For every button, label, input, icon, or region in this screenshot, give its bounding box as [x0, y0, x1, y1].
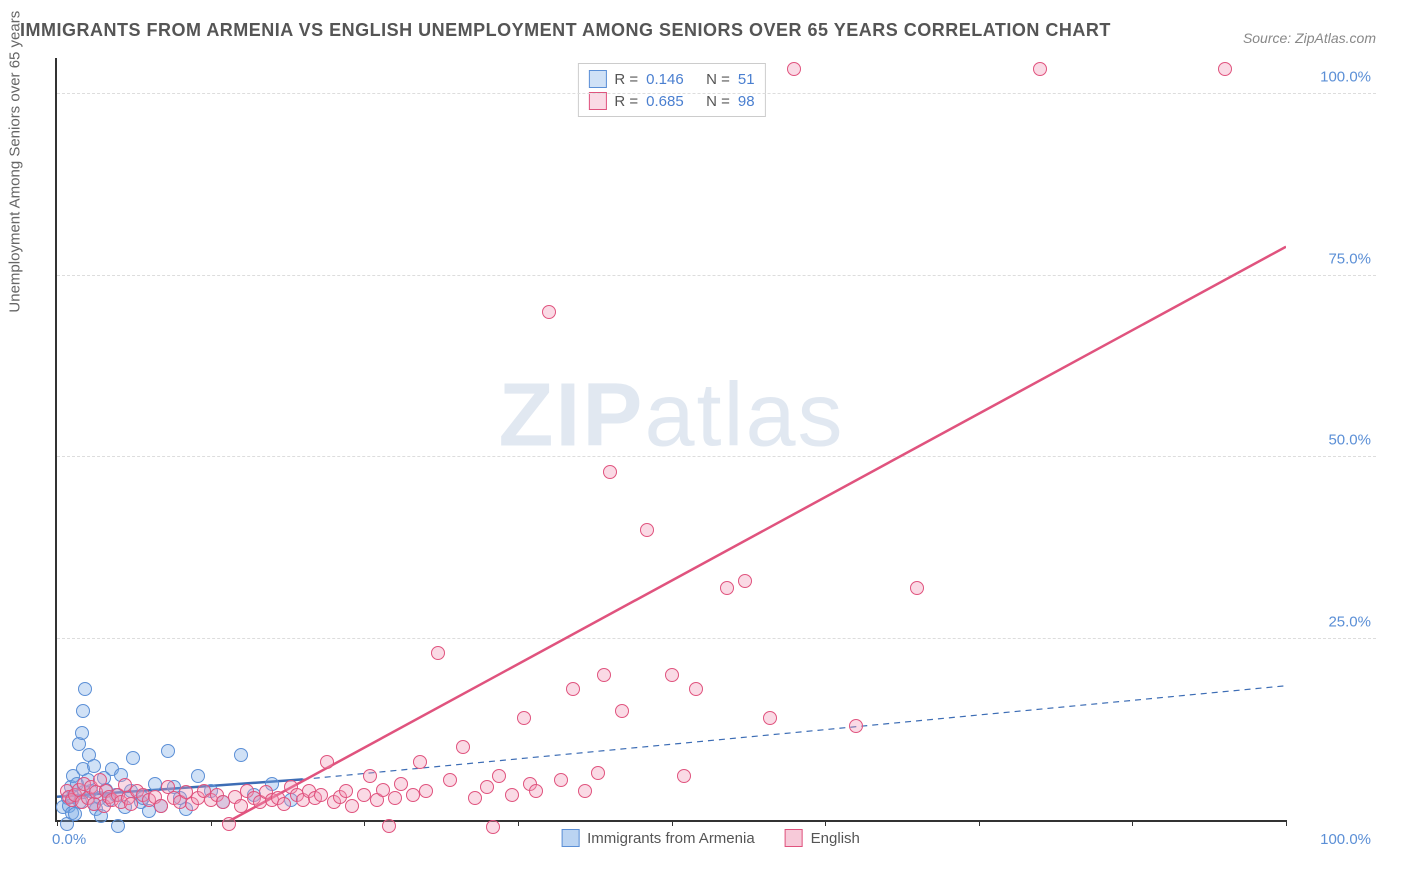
data-point	[566, 682, 580, 696]
data-point	[720, 581, 734, 595]
data-point	[75, 726, 89, 740]
y-tick-label: 50.0%	[1328, 432, 1371, 449]
data-point	[1218, 62, 1232, 76]
data-point	[677, 769, 691, 783]
data-point	[665, 668, 679, 682]
legend-label: Immigrants from Armenia	[587, 830, 755, 847]
x-tick	[518, 820, 519, 826]
data-point	[339, 784, 353, 798]
data-point	[345, 799, 359, 813]
legend-r-value: 0.146	[646, 71, 698, 88]
legend-item: Immigrants from Armenia	[561, 829, 755, 847]
legend-swatch	[588, 70, 606, 88]
data-point	[578, 784, 592, 798]
data-point	[849, 719, 863, 733]
trend-lines	[57, 58, 1286, 820]
watermark-rest: atlas	[644, 366, 844, 466]
data-point	[1033, 62, 1047, 76]
data-point	[603, 465, 617, 479]
x-tick	[211, 820, 212, 826]
legend-r-label: R =	[614, 93, 638, 110]
legend-item: English	[785, 829, 860, 847]
data-point	[382, 819, 396, 833]
legend-n-value: 98	[738, 93, 755, 110]
gridline	[57, 275, 1376, 276]
data-point	[78, 682, 92, 696]
data-point	[76, 704, 90, 718]
x-axis-min-label: 0.0%	[52, 831, 86, 848]
watermark: ZIPatlas	[498, 365, 844, 468]
plot-area: ZIPatlas R =0.146N =51R =0.685N =98 0.0%…	[55, 58, 1286, 822]
data-point	[111, 819, 125, 833]
data-point	[68, 807, 82, 821]
legend-swatch	[561, 829, 579, 847]
y-tick-label: 75.0%	[1328, 250, 1371, 267]
data-point	[277, 797, 291, 811]
data-point	[419, 784, 433, 798]
series-legend: Immigrants from Armenia English	[561, 829, 860, 847]
x-tick	[979, 820, 980, 826]
x-tick	[57, 820, 58, 826]
data-point	[615, 704, 629, 718]
data-point	[124, 797, 138, 811]
gridline	[57, 93, 1376, 94]
x-tick	[1286, 820, 1287, 826]
x-tick	[672, 820, 673, 826]
data-point	[191, 769, 205, 783]
data-point	[456, 740, 470, 754]
data-point	[689, 682, 703, 696]
data-point	[394, 777, 408, 791]
y-tick-label: 100.0%	[1320, 69, 1371, 86]
y-tick-label: 25.0%	[1328, 613, 1371, 630]
data-point	[554, 773, 568, 787]
watermark-bold: ZIP	[498, 366, 644, 466]
data-point	[443, 773, 457, 787]
legend-row: R = 0.146 N = 51	[588, 68, 754, 90]
legend-label: English	[811, 830, 860, 847]
legend-n-value: 51	[738, 71, 755, 88]
correlation-legend: R = 0.146 N = 51 R = 0.685 N = 98	[577, 63, 765, 117]
x-axis-max-label: 100.0%	[1320, 831, 1371, 848]
data-point	[910, 581, 924, 595]
data-point	[431, 646, 445, 660]
x-tick	[825, 820, 826, 826]
legend-swatch	[588, 92, 606, 110]
data-point	[413, 755, 427, 769]
data-point	[320, 755, 334, 769]
gridline	[57, 638, 1376, 639]
x-tick	[364, 820, 365, 826]
data-point	[542, 305, 556, 319]
legend-r-value: 0.685	[646, 93, 698, 110]
data-point	[363, 769, 377, 783]
data-point	[517, 711, 531, 725]
data-point	[234, 748, 248, 762]
chart-title: IMMIGRANTS FROM ARMENIA VS ENGLISH UNEMP…	[20, 20, 1111, 41]
data-point	[787, 62, 801, 76]
data-point	[126, 751, 140, 765]
data-point	[87, 759, 101, 773]
legend-n-label: N =	[706, 71, 730, 88]
source-attribution: Source: ZipAtlas.com	[1243, 30, 1376, 46]
data-point	[468, 791, 482, 805]
legend-n-label: N =	[706, 93, 730, 110]
gridline	[57, 456, 1376, 457]
data-point	[529, 784, 543, 798]
data-point	[480, 780, 494, 794]
data-point	[738, 574, 752, 588]
legend-r-label: R =	[614, 71, 638, 88]
data-point	[222, 817, 236, 831]
data-point	[492, 769, 506, 783]
data-point	[597, 668, 611, 682]
data-point	[505, 788, 519, 802]
y-axis-label: Unemployment Among Seniors over 65 years	[7, 11, 24, 313]
chart-container: Unemployment Among Seniors over 65 years…	[45, 58, 1376, 852]
x-tick	[1132, 820, 1133, 826]
data-point	[763, 711, 777, 725]
data-point	[591, 766, 605, 780]
data-point	[486, 820, 500, 834]
data-point	[161, 744, 175, 758]
data-point	[640, 523, 654, 537]
legend-swatch	[785, 829, 803, 847]
data-point	[388, 791, 402, 805]
